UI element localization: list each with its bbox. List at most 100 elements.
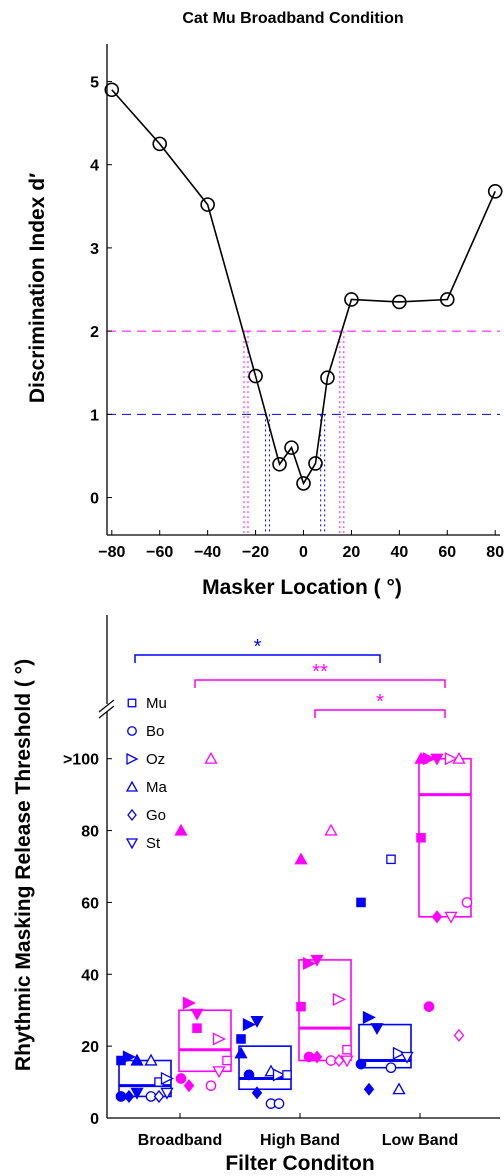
point-magenta-square-open <box>342 1044 352 1055</box>
point-magenta-circle-filled <box>175 1073 187 1084</box>
point-blue-diamond-filled <box>363 1082 375 1096</box>
bottom-y-axis-label: Rhythmic Masking Release Threshold ( °) <box>12 659 35 1071</box>
data-point-marker <box>487 184 503 199</box>
x-tick-label: −40 <box>194 544 221 561</box>
series-line <box>111 89 496 486</box>
y-tick-label: 60 <box>81 895 99 912</box>
legend: Mu Bo Oz Ma Go St <box>125 695 167 852</box>
point-blue-triangle-right-open <box>272 1068 286 1082</box>
significance-bracket <box>314 709 446 718</box>
y-tick-label: 0 <box>90 1111 99 1128</box>
point-blue-triangle-right-open <box>392 1046 406 1060</box>
bottom-x-axis-label: Filter Conditon <box>225 1152 374 1175</box>
x-tick-label: 40 <box>390 544 408 561</box>
y-tick-label: 2 <box>90 324 99 341</box>
axis-break-slash-2 <box>98 705 115 719</box>
significance-label: * <box>254 636 262 658</box>
y-tick-label: 4 <box>90 158 99 175</box>
data-point-marker <box>296 476 311 491</box>
data-points <box>115 751 473 1109</box>
x-tick-label: 20 <box>343 544 361 561</box>
legend-label: Mu <box>146 695 167 712</box>
box-magenta <box>418 757 472 918</box>
point-magenta-triangle-up-filled <box>174 823 188 836</box>
data-point-marker <box>439 292 455 307</box>
top-y-axis-label: Discrimination Index d′ <box>26 173 49 403</box>
significance-brackets: **** <box>134 636 446 718</box>
data-point-marker <box>392 294 407 310</box>
legend-label: Go <box>146 807 166 824</box>
point-magenta-triangle-down-open <box>444 911 458 924</box>
x-tick-label: Low Band <box>382 1132 458 1149</box>
legend-marker-square <box>127 698 137 708</box>
legend-label: Ma <box>146 779 167 796</box>
legend-label: Oz <box>146 751 165 768</box>
data-point-marker <box>272 456 287 472</box>
significance-label: * <box>376 691 384 713</box>
data-point-marker <box>152 136 168 152</box>
point-magenta-triangle-right-filled <box>182 996 196 1010</box>
point-magenta-triangle-down-filled <box>430 753 444 766</box>
data-point-marker <box>248 368 263 384</box>
top-x-axis-label: Masker Location ( °) <box>202 576 402 599</box>
point-blue-triangle-up-open <box>392 1082 406 1095</box>
point-magenta-triangle-right-open <box>444 752 458 766</box>
y-tick-label: 40 <box>81 967 99 984</box>
reference-lines <box>107 330 500 535</box>
y-tick-label: 5 <box>90 74 99 91</box>
top-y-ticks: 0 1 2 3 4 5 <box>90 74 112 508</box>
point-blue-circle-open <box>273 1098 285 1109</box>
point-magenta-triangle-down-open <box>340 1055 354 1068</box>
box-magenta <box>178 1009 232 1073</box>
legend-label: St <box>146 835 161 852</box>
top-series <box>104 82 503 491</box>
y-tick-label: 80 <box>81 824 99 841</box>
top-x-ticks: −80 −60 −40 −20 0 20 40 60 80 <box>98 530 504 561</box>
y-tick-label: 20 <box>81 1039 99 1056</box>
point-blue-triangle-up-filled <box>130 1053 144 1066</box>
y-tick-label: 3 <box>90 241 99 258</box>
point-blue-circle-filled <box>355 1058 367 1070</box>
point-blue-triangle-right-filled <box>362 1010 376 1024</box>
point-blue-triangle-right-open <box>160 1071 174 1086</box>
point-magenta-circle-open <box>205 1080 217 1091</box>
point-magenta-square-filled <box>192 1023 202 1033</box>
point-magenta-circle-open <box>461 897 473 908</box>
point-magenta-triangle-right-filled <box>422 752 436 766</box>
point-magenta-diamond-filled <box>311 1050 323 1064</box>
x-tick-label: 0 <box>299 544 308 561</box>
box-blue <box>358 1023 412 1069</box>
point-blue-triangle-right-filled <box>242 1018 256 1032</box>
point-magenta-triangle-down-filled <box>190 1008 204 1021</box>
point-magenta-triangle-up-open <box>452 751 466 764</box>
point-blue-diamond-open <box>153 1089 165 1103</box>
data-point-marker <box>284 440 299 455</box>
point-blue-triangle-down-open <box>400 1051 414 1064</box>
point-blue-square-open <box>386 854 396 865</box>
point-magenta-square-filled <box>416 832 426 843</box>
legend-marker-diamond <box>127 808 137 822</box>
data-point-marker <box>308 456 323 471</box>
point-blue-circle-open <box>385 1062 397 1074</box>
x-tick-label: High Band <box>260 1132 340 1149</box>
point-magenta-triangle-up-filled <box>294 852 308 865</box>
point-blue-square-filled <box>236 1034 246 1044</box>
point-magenta-triangle-up-open <box>324 823 338 836</box>
point-blue-circle-filled <box>243 1069 255 1081</box>
point-magenta-triangle-right-filled <box>302 956 316 971</box>
point-blue-triangle-right-filled <box>122 1050 136 1064</box>
data-point-marker <box>104 82 120 98</box>
boxes <box>118 757 472 1098</box>
legend-marker-circle <box>127 726 137 736</box>
point-magenta-triangle-down-open <box>212 1066 226 1079</box>
top-panel: Cat Mu Broadband Condition −80 −60 −40 −20 0… <box>26 10 504 599</box>
point-blue-square-open <box>282 1070 292 1080</box>
point-magenta-square-filled <box>296 1001 306 1012</box>
point-magenta-diamond-filled <box>431 910 443 924</box>
point-magenta-triangle-right-open <box>332 992 346 1006</box>
point-blue-square-filled <box>356 897 366 908</box>
point-blue-triangle-up-open <box>144 1053 158 1066</box>
point-blue-triangle-down-open <box>160 1087 174 1100</box>
bottom-y-ticks: 0 20 40 60 80 >100 <box>63 752 112 1128</box>
